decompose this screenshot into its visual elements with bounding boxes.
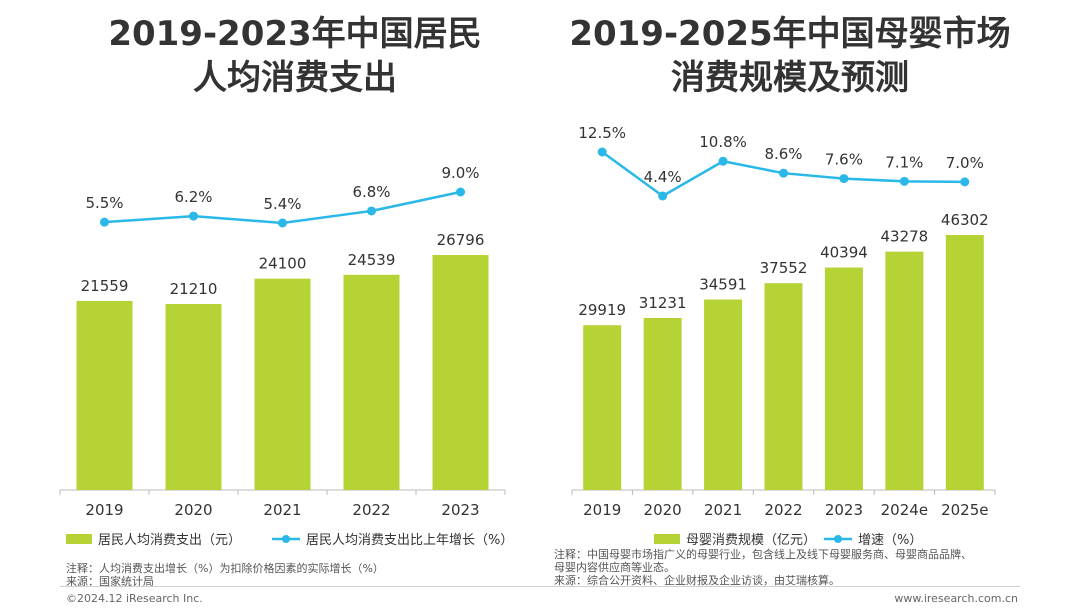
left-category-tick-label: 2021 [263,501,301,519]
right-bar-value-label: 34591 [699,275,747,293]
left-chart-title: 2019-2023年中国居民 人均消费支出 [108,14,482,98]
left-bar-value-label: 21210 [170,280,218,298]
right-category-tick-label: 2019 [583,501,621,519]
right-bar [643,318,682,490]
right-bar-value-label: 40394 [820,244,868,262]
left-bar [254,278,311,490]
right-growth-point [960,177,970,187]
left-legend-bar-swatch [66,534,92,544]
right-bar [583,325,622,490]
right-bar-value-label: 31231 [639,294,687,312]
right-bar [945,235,984,490]
right-note-line1: 注释：中国母婴市场指广义的母婴行业，包含线上及线下母婴服务商、母婴商品品牌、 [554,548,972,561]
left-growth-label: 6.2% [174,188,212,206]
right-growth-label: 8.6% [764,145,802,163]
left-growth-label: 9.0% [441,164,479,182]
left-bar-value-label: 21559 [81,277,129,295]
right-legend-bar-swatch [654,534,680,544]
right-category-tick-label: 2025e [941,501,988,519]
right-bar-value-label: 37552 [760,259,808,277]
left-source: 来源：国家统计局 [66,575,154,588]
right-source: 来源：综合公开资料、企业财报及企业访谈，由艾瑞核算。 [554,574,840,587]
left-growth-point [100,217,109,227]
right-growth-label: 12.5% [578,124,626,142]
left-bar [432,255,489,490]
right-legend-line-label: 增速（%） [858,533,922,548]
left-growth-point [456,187,465,197]
right-bar-value-label: 29919 [578,301,626,319]
right-growth-point [718,156,728,166]
left-legend-line-marker [282,535,290,543]
right-note-line2: 母婴内容供应商等业态。 [554,561,675,574]
right-chart-title: 2019-2025年中国母婴市场 消费规模及预测 [569,14,1011,98]
right-legend-bar-label: 母婴消费规模（亿元） [686,533,816,548]
right-category-tick-label: 2024e [881,501,928,519]
left-growth-label: 6.8% [352,183,390,201]
left-growth-label: 5.4% [263,195,301,213]
right-bar-value-label: 46302 [941,211,989,229]
footer-divider [60,586,1020,587]
left-legend-bar-label: 居民人均消费支出（元） [98,533,241,548]
right-growth-label: 7.1% [885,153,923,171]
right-legend-line-marker [834,535,842,543]
right-growth-point [899,176,909,186]
right-growth-label: 7.6% [825,151,863,169]
left-bar-value-label: 24539 [348,251,396,269]
right-category-tick-label: 2022 [764,501,802,519]
right-growth-point [779,168,788,178]
left-category-tick-label: 2019 [85,501,123,519]
left-bar-value-label: 26796 [437,231,485,249]
left-growth-point [367,206,376,216]
right-growth-label: 7.0% [946,154,984,172]
right-bar [824,267,863,490]
right-bar [885,251,924,490]
left-growth-label: 5.5% [85,194,123,212]
left-category-tick-label: 2022 [352,501,390,519]
right-growth-point [658,191,668,201]
right-bar [764,283,803,490]
right-category-tick-label: 2020 [644,501,682,519]
left-category-tick-label: 2023 [441,501,479,519]
left-bar [343,274,400,490]
right-growth-label: 10.8% [699,133,747,151]
footer-website[interactable]: www.iresearch.com.cn [894,592,1018,605]
right-growth-point [839,174,849,184]
left-bar [165,303,222,490]
left-bar [76,300,133,490]
left-legend-line-label: 居民人均消费支出比上年增长（%） [306,533,513,548]
right-category-tick-label: 2023 [825,501,863,519]
right-bar-value-label: 43278 [880,228,928,246]
left-growth-point [189,211,198,221]
right-category-tick-label: 2021 [704,501,742,519]
right-growth-label: 4.4% [644,168,682,186]
left-growth-point [278,218,287,228]
left-bar-value-label: 24100 [259,255,307,273]
footer-copyright: ©2024.12 iResearch Inc. [66,592,203,605]
right-growth-point [597,147,607,157]
right-bar [704,299,743,490]
left-category-tick-label: 2020 [174,501,212,519]
left-note: 注释：人均消费支出增长（%）为扣除价格因素的实际增长（%） [66,562,384,575]
